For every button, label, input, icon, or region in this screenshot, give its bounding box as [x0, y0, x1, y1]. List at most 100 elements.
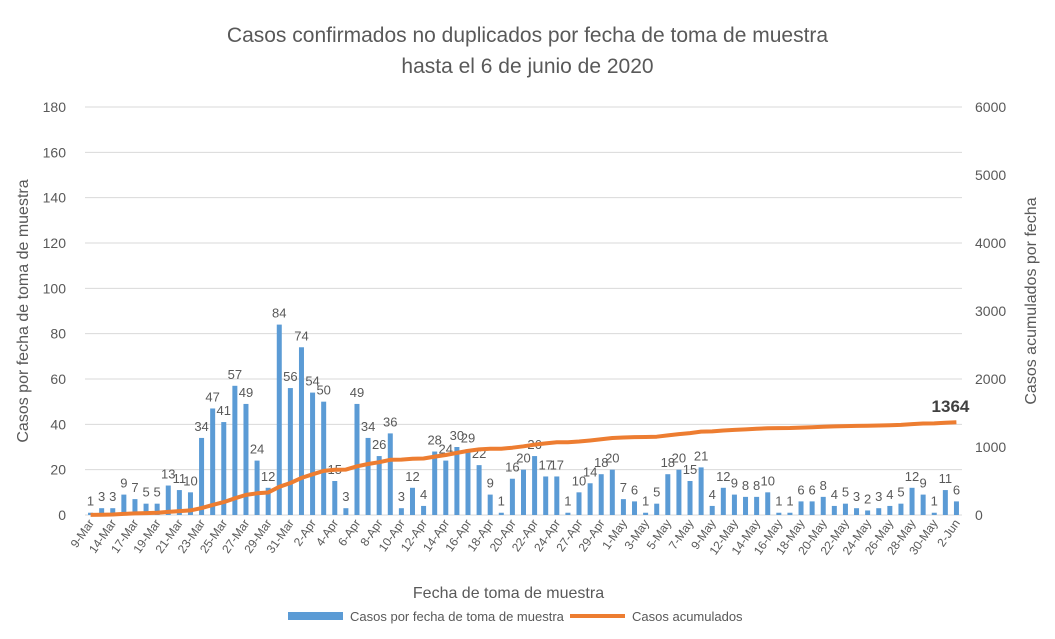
bar-data-label: 1 — [931, 494, 938, 509]
bar-data-label: 5 — [653, 485, 660, 500]
bar — [809, 501, 815, 515]
bar-data-label: 17 — [550, 457, 564, 472]
bar — [443, 460, 449, 515]
chart-title-line2: hasta el 6 de junio de 2020 — [401, 55, 654, 78]
y-left-tick-label: 20 — [50, 462, 66, 478]
x-tick-label: 4-Apr — [313, 517, 341, 549]
bar — [265, 487, 271, 515]
bar — [587, 483, 593, 515]
bar — [532, 456, 538, 515]
y-left-tick-label: 0 — [58, 507, 66, 523]
bar-data-label: 34 — [194, 419, 208, 434]
bar — [88, 512, 94, 515]
bar — [487, 494, 493, 515]
bar-data-label: 74 — [294, 328, 308, 343]
bar — [498, 512, 504, 515]
bar — [354, 403, 360, 515]
y-left-tick-label: 180 — [43, 99, 67, 115]
bar-data-label: 56 — [283, 369, 297, 384]
bar — [432, 451, 438, 515]
bar-data-label: 50 — [316, 383, 330, 398]
bar — [199, 437, 205, 515]
bar — [698, 467, 704, 515]
bar-data-label: 10 — [183, 473, 197, 488]
bar-data-label: 20 — [516, 451, 530, 466]
bar-data-label: 30 — [450, 428, 464, 443]
bar-data-label: 12 — [261, 469, 275, 484]
bar — [687, 481, 693, 515]
bar-data-label: 9 — [120, 476, 127, 491]
bar-data-label: 3 — [98, 489, 105, 504]
bar — [654, 503, 660, 515]
bar-data-label: 20 — [672, 451, 686, 466]
bar-data-label: 49 — [239, 385, 253, 400]
x-tick-label: 6-Apr — [335, 517, 363, 549]
y-left-tick-label: 120 — [43, 235, 67, 251]
bar-data-label: 6 — [953, 482, 960, 497]
bar-data-label: 3 — [109, 489, 116, 504]
bar — [310, 392, 316, 515]
bar — [343, 508, 349, 515]
bar-data-label: 4 — [886, 487, 893, 502]
bar — [953, 501, 959, 515]
bar — [643, 512, 649, 515]
bar-data-label: 15 — [683, 462, 697, 477]
bar — [476, 465, 482, 515]
bar — [99, 508, 105, 515]
bar — [132, 499, 138, 515]
bar-data-label: 8 — [820, 478, 827, 493]
y-right-tick-label: 3000 — [975, 303, 1006, 319]
bar-data-label: 16 — [505, 460, 519, 475]
bar — [287, 388, 293, 515]
bar — [543, 476, 549, 515]
bar — [776, 512, 782, 515]
y-left-tick-label: 160 — [43, 144, 67, 160]
bar-data-label: 11 — [173, 471, 187, 486]
bar-data-label: 12 — [905, 469, 919, 484]
bar-data-label: 10 — [572, 473, 586, 488]
x-axis-title: Fecha de toma de muestra — [413, 585, 604, 602]
bar — [887, 505, 893, 515]
bar — [232, 385, 238, 515]
bar — [665, 474, 671, 515]
bar-data-label: 3 — [342, 489, 349, 504]
y-right-tick-label: 6000 — [975, 99, 1006, 115]
bar-data-label: 84 — [272, 306, 286, 321]
bar-data-label: 47 — [205, 389, 219, 404]
bar — [898, 503, 904, 515]
bar — [765, 492, 771, 515]
bar — [210, 408, 216, 515]
bar-data-label: 5 — [154, 485, 161, 500]
bar-data-label: 8 — [753, 478, 760, 493]
bar-data-label: 1 — [642, 494, 649, 509]
chart-title-line1: Casos confirmados no duplicados por fech… — [226, 24, 829, 47]
bar — [176, 490, 182, 515]
bar — [143, 503, 149, 515]
legend-line-label: Casos acumulados — [632, 609, 743, 624]
bar — [332, 481, 338, 515]
bar — [632, 501, 638, 515]
bar-data-label: 10 — [760, 473, 774, 488]
bar-data-label: 12 — [405, 469, 419, 484]
bar-data-label: 6 — [631, 482, 638, 497]
bar — [676, 469, 682, 515]
bar — [831, 505, 837, 515]
bar-data-label: 4 — [831, 487, 838, 502]
bar — [909, 487, 915, 515]
bar-data-label: 20 — [605, 451, 619, 466]
bar-data-label: 28 — [427, 433, 441, 448]
bar-data-label: 18 — [594, 455, 608, 470]
bar — [465, 449, 471, 515]
bar-data-label: 5 — [142, 485, 149, 500]
bar — [931, 512, 937, 515]
bar — [842, 503, 848, 515]
bar — [421, 505, 427, 515]
y-left-tick-label: 40 — [50, 416, 66, 432]
bar — [787, 512, 793, 515]
y-right-axis-title: Casos acumulados por fecha — [1023, 197, 1040, 404]
y-left-tick-label: 140 — [43, 190, 67, 206]
bar-data-label: 1 — [498, 494, 505, 509]
bar — [942, 490, 948, 515]
bar — [298, 347, 304, 515]
